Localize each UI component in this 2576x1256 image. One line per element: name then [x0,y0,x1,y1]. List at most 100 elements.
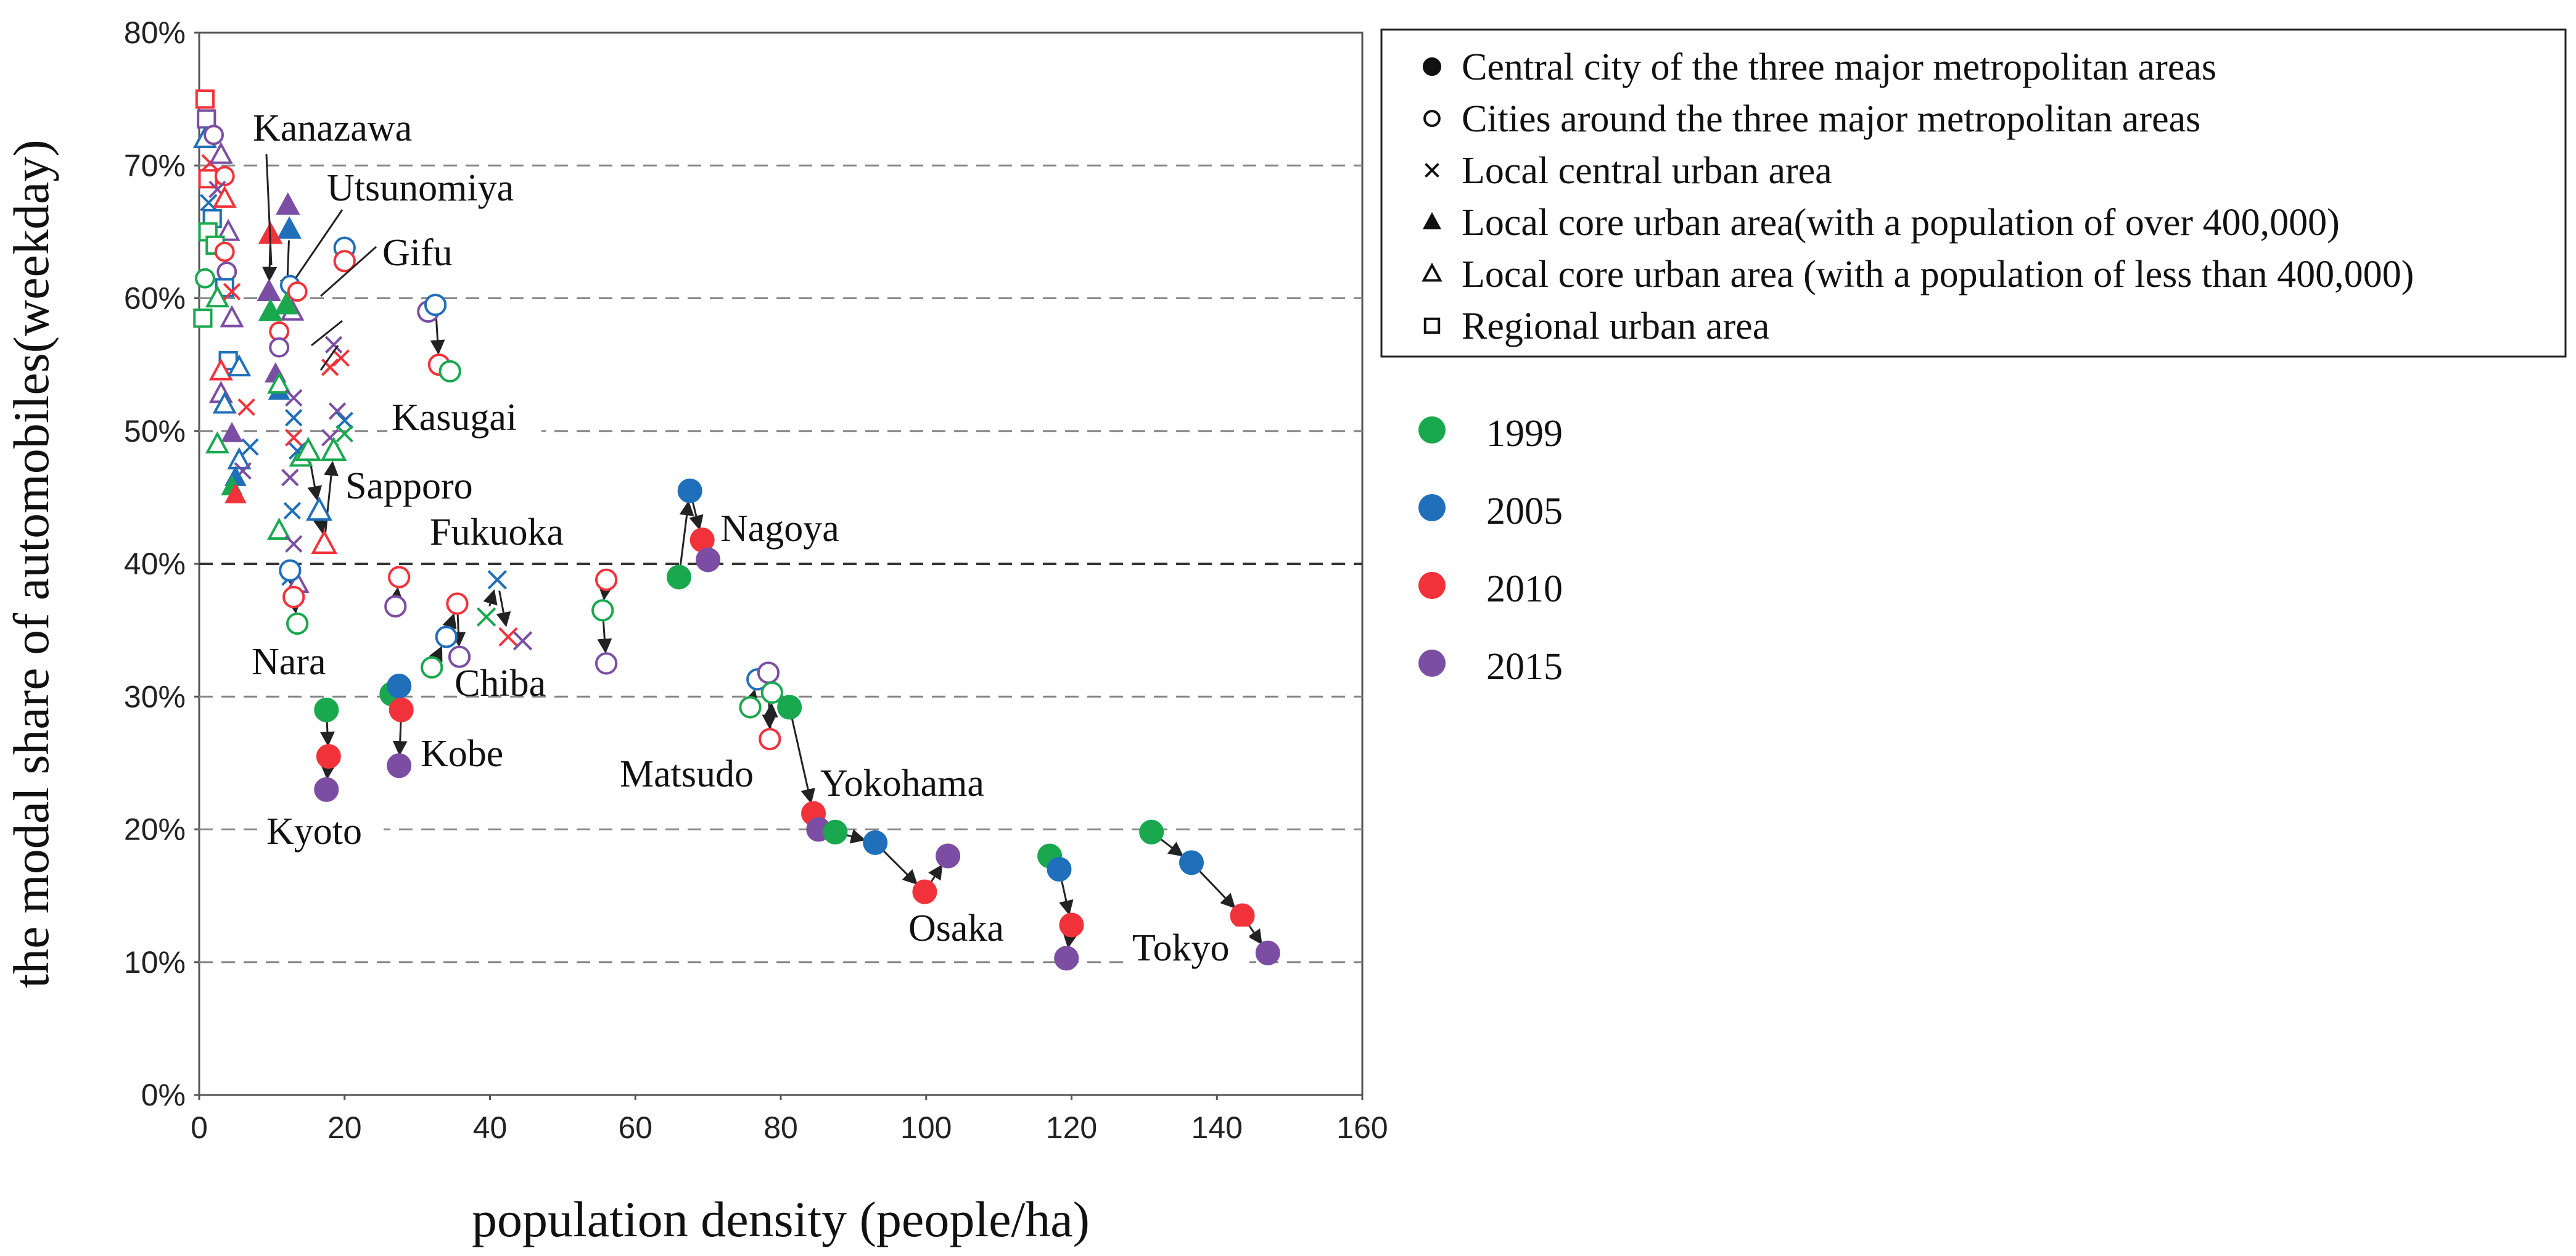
data-point [389,697,414,722]
y-tick-label: 20% [124,812,186,847]
city-label: Tokyo [1132,927,1230,969]
data-point [216,218,241,241]
series-connector [679,500,694,566]
series-connector [846,829,866,844]
data-point [314,697,339,722]
city-label: Nagoya [720,508,839,550]
data-point [295,436,322,461]
label-knockout [387,396,541,439]
year-label: 2005 [1486,490,1563,532]
y-tick-label: 50% [124,414,186,448]
data-point [306,496,332,521]
label-knockout [247,108,435,151]
data-point [936,843,961,869]
data-point [285,535,303,553]
data-point [283,502,302,520]
data-point [227,354,252,377]
data-point [208,141,233,164]
data-point [195,89,215,109]
x-tick-labels: 0 20 40 60 80 100 120 140 160 [191,1095,1388,1145]
data-point [387,753,412,779]
data-point [287,281,308,302]
year-swatch [1418,650,1446,677]
series-connector [1063,932,1078,949]
data-point [696,547,721,572]
data-point [1059,912,1084,938]
y-tick-label: 70% [124,148,186,183]
data-point [498,627,518,647]
data-point [333,250,356,273]
label-knockout [260,808,384,855]
data-point [739,696,762,719]
x-tick-label: 160 [1336,1110,1388,1145]
data-point [912,879,937,904]
series-connector [882,849,918,885]
year-label: 2010 [1486,568,1563,610]
series-connector [763,702,778,729]
legend-label: Cities around the three major metropolit… [1462,98,2200,140]
series-connector [598,585,613,601]
data-point [257,278,281,301]
data-point [285,409,303,427]
y-tick-label: 80% [124,15,186,50]
series-connector [392,721,408,756]
x-tick-label: 120 [1046,1110,1097,1145]
series-connector [1059,880,1074,915]
data-point [193,308,213,328]
year-legend: 1999 2005 2010 2015 [1418,413,1563,688]
x-tick-label: 80 [763,1110,798,1145]
year-label: 2015 [1486,646,1563,688]
data-point [269,337,290,358]
x-tick-label: 60 [618,1110,652,1145]
data-point [1054,946,1079,971]
series-connector [429,645,443,663]
data-point [421,656,443,679]
series-connector [1198,870,1236,909]
data-point [200,194,218,212]
city-label: Kasugai [392,397,517,439]
data-point [237,398,255,416]
series-connector [324,460,339,533]
legend-label: Regional urban area [1462,305,1769,347]
y-tick-label: 10% [124,945,186,980]
year-swatch [1418,494,1446,521]
data-point [274,292,299,315]
city-label: Fukuoka [430,511,564,553]
data-point [285,429,303,447]
data-point [476,607,496,627]
data-point [212,185,237,208]
city-label: Kyoto [266,811,362,853]
y-tick-labels: 0% 10% 20% 30% 40% 50% 60% 70% 80% [124,15,199,1112]
data-point [205,285,229,308]
data-point [205,431,229,454]
series-connector [483,589,498,607]
data-point [197,109,216,129]
data-point [220,305,244,328]
legend-label: Central city of the three major metropol… [1462,46,2216,88]
data-point [221,421,243,442]
data-point [595,652,618,675]
data-point [328,402,347,420]
data-point [387,674,412,699]
series-connector [430,316,445,355]
y-tick-label: 40% [124,547,186,581]
city-label: Sapporo [345,465,473,507]
data-point [194,268,215,289]
data-point [512,631,533,651]
data-point [487,570,507,590]
series-connectors [262,240,1262,949]
year-swatch [1418,416,1446,444]
data-point [595,568,618,591]
data-point [1230,903,1255,928]
city-label: Gifu [382,232,453,274]
data-point [216,262,237,282]
x-axis-title: population density (people/ha) [472,1191,1090,1247]
data-point [388,566,411,589]
data-point [448,645,471,668]
data-point [591,599,614,622]
data-point [760,681,784,704]
legend-marker [1423,317,1441,334]
series-connector [313,518,328,534]
y-tick-label: 60% [124,281,186,316]
label-knockout [321,168,543,211]
